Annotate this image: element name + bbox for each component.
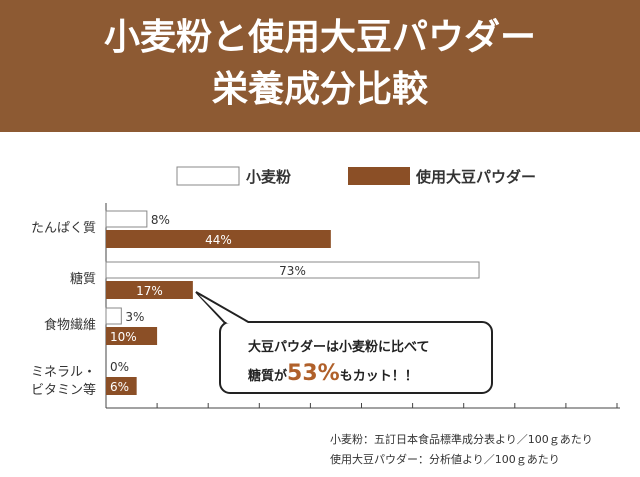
bar-soy: [106, 377, 137, 395]
data-label-wheat: 8%: [151, 213, 170, 227]
title-line2: 栄養成分比較: [211, 69, 428, 110]
data-label-wheat: 0%: [110, 360, 129, 374]
legend-swatch-wheat: [176, 166, 240, 186]
callout-pointer: [195, 291, 251, 324]
legend-swatch-soy: [348, 167, 410, 185]
note-wheat: 小麦粉：五訂日本食品標準成分表より／100ｇあたり: [330, 433, 593, 446]
data-label-wheat: 73%: [279, 264, 306, 278]
data-label-soy: 6%: [110, 380, 129, 394]
callout-box: [219, 321, 493, 394]
data-label-soy: 10%: [110, 330, 137, 344]
bar-wheat: [105, 261, 480, 279]
header: 小麦粉と使用大豆パウダー 栄養成分比較: [0, 0, 640, 132]
legend-label-wheat: 小麦粉: [246, 168, 291, 186]
bar-soy: [106, 327, 158, 345]
category-label: 糖質: [70, 271, 96, 287]
data-label-soy: 17%: [136, 284, 163, 298]
data-label-soy: 44%: [205, 233, 232, 247]
category-label: 食物繊維: [44, 317, 96, 333]
data-label-wheat: 3%: [125, 310, 144, 324]
callout-line2: 糖質が53%もカット！！: [248, 361, 418, 386]
category-label: ミネラル・: [31, 365, 96, 380]
legend-label-soy: 使用大豆パウダー: [415, 168, 536, 186]
bar-wheat: [105, 210, 148, 228]
bar-soy: [106, 281, 193, 299]
bar-wheat: [105, 307, 122, 325]
title-line1: 小麦粉と使用大豆パウダー: [103, 17, 536, 58]
callout-line1: 大豆パウダーは小麦粉に比べて: [248, 339, 429, 355]
note-soy: 使用大豆パウダー：分析値より／100ｇあたり: [330, 453, 560, 466]
category-label: たんぱく質: [31, 221, 96, 236]
category-label: ビタミン等: [31, 382, 96, 398]
callout-pointer-fill: [199, 295, 248, 323]
bar-soy: [106, 230, 331, 248]
